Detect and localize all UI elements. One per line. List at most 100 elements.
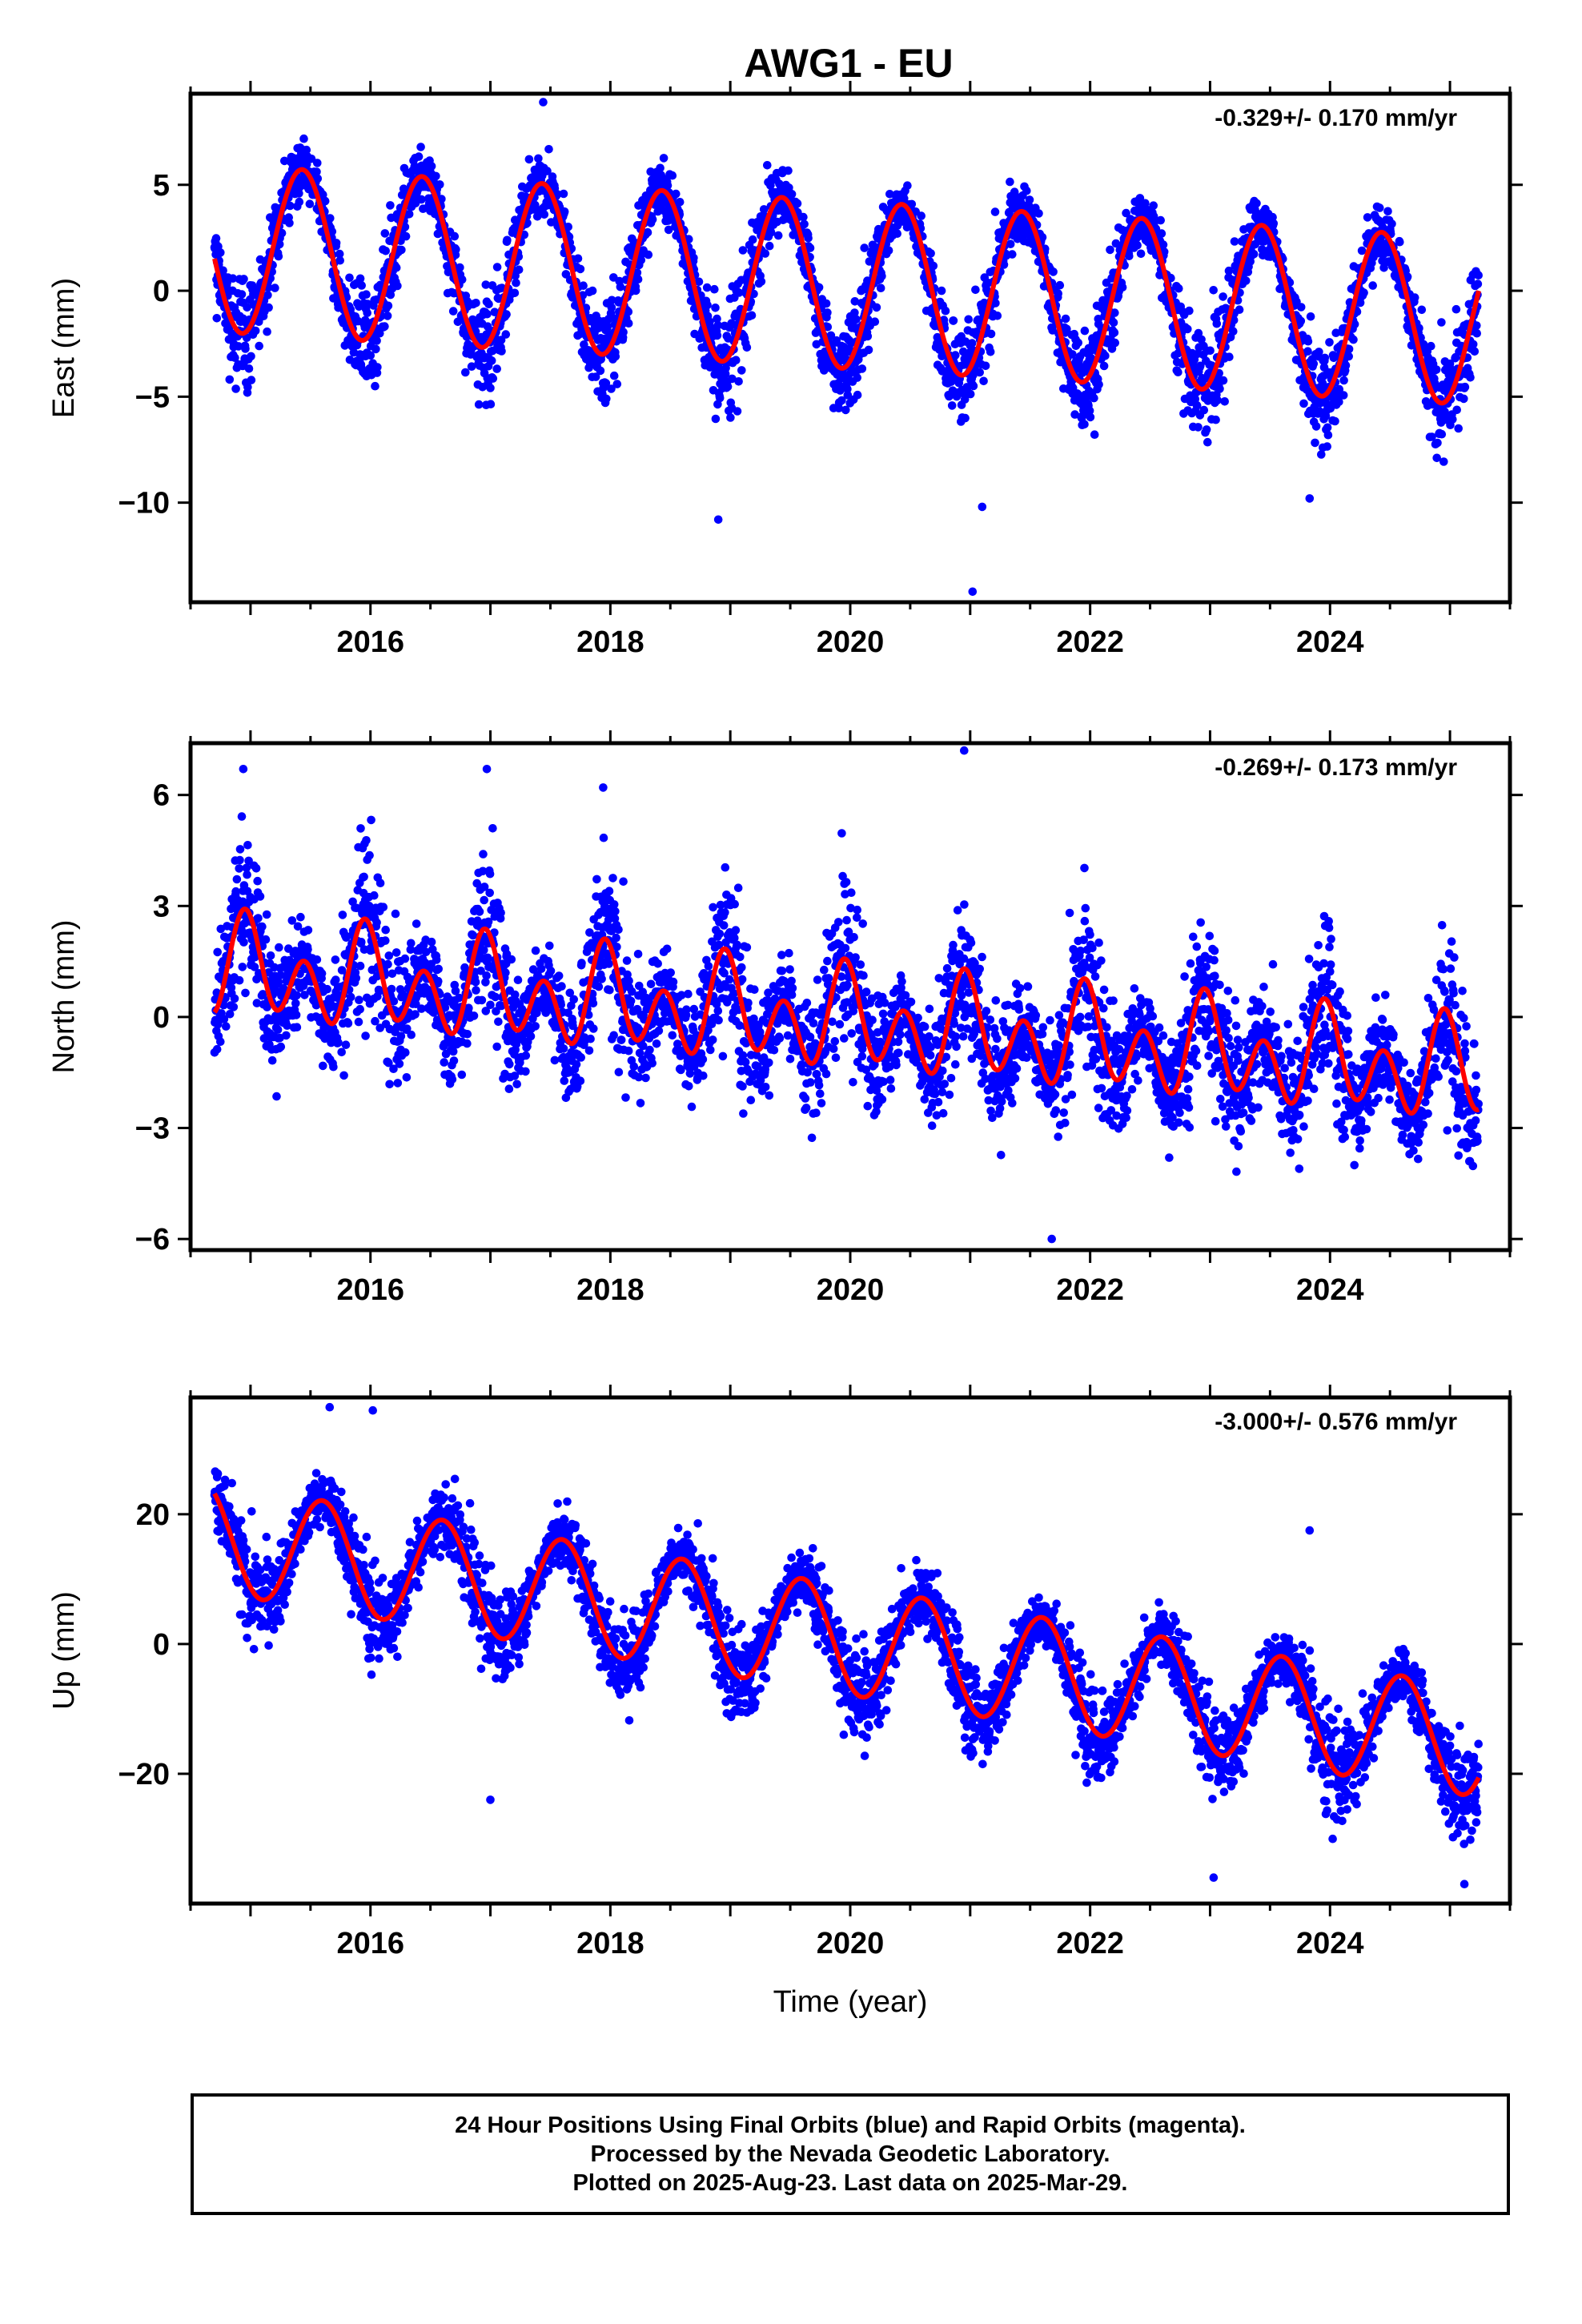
data-point xyxy=(448,1075,457,1084)
data-point xyxy=(494,1017,503,1027)
data-point xyxy=(480,895,488,905)
data-point xyxy=(605,985,614,995)
data-point xyxy=(1323,430,1333,440)
data-point xyxy=(612,933,620,943)
data-point xyxy=(211,234,221,243)
data-point xyxy=(734,288,744,297)
data-point xyxy=(485,888,494,898)
data-point xyxy=(560,1076,569,1085)
data-point xyxy=(254,914,263,923)
data-point xyxy=(361,1031,370,1040)
data-point xyxy=(545,941,554,951)
chart-title: AWG1 - EU xyxy=(744,41,953,86)
data-point xyxy=(436,180,444,189)
data-point xyxy=(664,225,673,235)
data-point xyxy=(235,864,244,873)
data-point xyxy=(596,366,605,376)
data-point xyxy=(1387,219,1396,228)
data-point xyxy=(823,323,833,332)
data-point xyxy=(1110,308,1119,317)
data-point xyxy=(632,268,642,277)
data-point xyxy=(235,855,244,865)
data-point xyxy=(1008,250,1017,259)
data-point xyxy=(1094,380,1103,389)
data-point xyxy=(486,384,495,392)
data-point xyxy=(1230,237,1239,246)
data-point xyxy=(337,1047,347,1057)
data-point xyxy=(990,207,1000,216)
data-point xyxy=(488,824,497,833)
data-point xyxy=(884,246,893,255)
data-point xyxy=(850,308,859,317)
data-point xyxy=(586,1034,595,1043)
data-point xyxy=(1111,239,1121,248)
data-point xyxy=(334,1038,343,1047)
data-point xyxy=(512,1080,521,1089)
data-point xyxy=(371,381,379,391)
data-point xyxy=(327,227,337,236)
data-point xyxy=(949,316,958,325)
data-point xyxy=(726,413,735,422)
data-point xyxy=(644,250,653,259)
data-point xyxy=(510,288,520,298)
data-point xyxy=(1437,318,1446,327)
data-point xyxy=(295,197,304,207)
y-tick-label: −10 xyxy=(118,487,170,521)
data-point xyxy=(216,248,225,257)
data-point xyxy=(343,1019,353,1028)
x-tick-label: 2020 xyxy=(817,625,885,659)
data-point xyxy=(484,300,493,309)
data-point xyxy=(737,366,746,375)
data-point xyxy=(761,249,770,258)
data-point xyxy=(1219,376,1228,385)
data-point xyxy=(404,210,414,219)
data-point xyxy=(296,912,305,922)
data-point xyxy=(663,181,673,190)
data-point xyxy=(579,281,588,291)
data-point xyxy=(738,246,748,255)
data-point xyxy=(685,235,693,244)
data-point xyxy=(1068,350,1077,359)
data-point xyxy=(793,199,802,208)
data-point xyxy=(993,312,1002,320)
data-point xyxy=(401,1048,410,1057)
data-point xyxy=(1303,347,1312,356)
data-point xyxy=(903,181,912,190)
data-point xyxy=(732,356,741,365)
y-tick-label: −5 xyxy=(135,380,170,414)
data-point xyxy=(1133,241,1142,250)
data-point xyxy=(603,321,612,331)
x-tick-label: 2018 xyxy=(576,625,644,659)
data-point xyxy=(1149,211,1158,221)
data-point xyxy=(323,984,332,994)
data-point xyxy=(843,384,852,394)
data-point xyxy=(1305,494,1315,503)
data-point xyxy=(457,1070,467,1080)
data-point xyxy=(1062,324,1071,334)
data-point xyxy=(463,1039,472,1048)
data-point xyxy=(1224,266,1234,275)
data-point xyxy=(456,263,464,272)
data-point xyxy=(274,251,283,261)
data-point xyxy=(870,317,880,327)
data-point xyxy=(805,243,815,252)
data-point xyxy=(1320,353,1330,363)
data-point xyxy=(1055,280,1065,290)
data-point xyxy=(1135,194,1145,203)
data-point xyxy=(335,249,344,259)
data-point xyxy=(381,936,390,945)
data-point xyxy=(230,994,239,1003)
data-point xyxy=(432,171,440,181)
data-point xyxy=(1427,341,1435,351)
data-point xyxy=(1199,405,1209,415)
data-point xyxy=(357,281,367,290)
data-point xyxy=(713,314,721,324)
data-point xyxy=(1203,437,1212,447)
data-point xyxy=(472,299,480,308)
data-point xyxy=(960,395,970,404)
data-point xyxy=(1213,396,1222,405)
data-point xyxy=(477,995,487,1005)
data-point xyxy=(967,339,977,348)
data-point xyxy=(633,275,643,284)
data-point xyxy=(577,959,586,967)
